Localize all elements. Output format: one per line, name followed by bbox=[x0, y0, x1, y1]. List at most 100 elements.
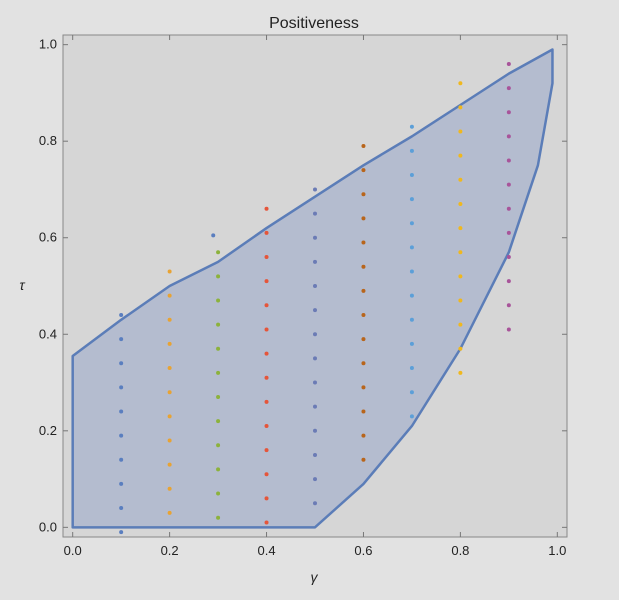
data-point bbox=[361, 168, 366, 173]
data-point bbox=[264, 327, 269, 332]
data-point bbox=[119, 530, 124, 535]
data-point bbox=[409, 172, 414, 177]
data-point bbox=[216, 491, 221, 496]
data-point bbox=[313, 452, 317, 457]
data-point bbox=[216, 467, 221, 472]
data-point bbox=[167, 317, 172, 322]
data-point bbox=[361, 144, 366, 149]
x-axis-label: γ bbox=[311, 569, 319, 585]
data-point bbox=[506, 134, 511, 139]
data-point bbox=[216, 298, 221, 303]
data-point bbox=[119, 433, 124, 438]
data-point bbox=[506, 327, 511, 332]
data-point bbox=[264, 496, 269, 501]
data-point bbox=[458, 250, 463, 255]
plot-frame bbox=[62, 34, 568, 538]
data-point bbox=[409, 245, 414, 250]
data-point bbox=[458, 226, 463, 231]
y-tick-label: 0.8 bbox=[39, 133, 57, 148]
data-point bbox=[167, 438, 172, 443]
data-point bbox=[313, 404, 317, 409]
data-point bbox=[506, 86, 511, 91]
data-point bbox=[119, 409, 124, 414]
data-point bbox=[409, 269, 414, 274]
data-point bbox=[119, 506, 124, 511]
data-point bbox=[506, 206, 511, 211]
data-point bbox=[506, 303, 511, 308]
data-point bbox=[216, 274, 221, 279]
data-point bbox=[313, 284, 317, 288]
data-point bbox=[167, 366, 172, 371]
y-tick-label: 0.6 bbox=[39, 230, 57, 245]
data-point bbox=[409, 390, 414, 395]
data-point bbox=[506, 279, 511, 284]
y-tick-label: 0.2 bbox=[39, 423, 57, 438]
data-point bbox=[458, 274, 463, 279]
data-point bbox=[167, 293, 172, 298]
data-point bbox=[264, 520, 269, 525]
data-point bbox=[119, 481, 124, 486]
data-point bbox=[506, 230, 511, 235]
data-point bbox=[458, 153, 463, 158]
data-point bbox=[506, 255, 511, 260]
data-point bbox=[361, 409, 366, 414]
frame-rect bbox=[62, 34, 568, 538]
data-point bbox=[409, 124, 414, 129]
data-point bbox=[458, 105, 463, 110]
data-point bbox=[409, 148, 414, 153]
data-point bbox=[506, 110, 511, 115]
data-point bbox=[409, 293, 414, 298]
data-point bbox=[167, 414, 172, 419]
data-point bbox=[264, 375, 269, 380]
data-point bbox=[361, 385, 366, 390]
x-axis: 0.0 0.2 0.4 0.6 0.8 1.0 bbox=[64, 35, 566, 558]
data-point bbox=[216, 250, 221, 255]
data-point bbox=[361, 337, 366, 342]
data-point bbox=[458, 298, 463, 303]
data-point bbox=[313, 477, 317, 482]
data-point bbox=[264, 423, 269, 428]
data-point bbox=[264, 255, 269, 260]
data-point bbox=[458, 322, 463, 327]
data-point bbox=[264, 448, 269, 453]
extra-point bbox=[211, 233, 216, 238]
data-point bbox=[264, 303, 269, 308]
data-point bbox=[264, 279, 269, 284]
data-point bbox=[313, 428, 317, 433]
data-point bbox=[458, 346, 463, 351]
data-point bbox=[264, 206, 269, 211]
data-point bbox=[216, 395, 221, 400]
points-layer bbox=[119, 61, 511, 535]
data-point bbox=[458, 177, 463, 182]
data-point bbox=[167, 390, 172, 395]
data-point bbox=[361, 457, 366, 462]
y-tick-label: 0.0 bbox=[39, 519, 57, 534]
data-point bbox=[409, 366, 414, 371]
data-point bbox=[409, 197, 414, 202]
data-point bbox=[216, 346, 221, 351]
data-point bbox=[264, 230, 269, 235]
data-point bbox=[506, 61, 511, 66]
data-point bbox=[167, 462, 172, 467]
data-point bbox=[167, 486, 172, 491]
data-point bbox=[119, 337, 124, 342]
data-point bbox=[216, 419, 221, 424]
data-point bbox=[409, 414, 414, 419]
feasible-region bbox=[71, 48, 554, 529]
data-point bbox=[361, 312, 366, 317]
data-point bbox=[313, 187, 317, 192]
data-point bbox=[409, 317, 414, 322]
chart-title: Positiveness bbox=[269, 15, 359, 32]
x-tick-label: 0.6 bbox=[354, 543, 372, 558]
data-point bbox=[361, 433, 366, 438]
data-point bbox=[119, 312, 124, 317]
data-point bbox=[506, 182, 511, 187]
data-point bbox=[167, 269, 172, 274]
data-point bbox=[167, 510, 172, 515]
data-point bbox=[313, 308, 317, 313]
data-point bbox=[119, 457, 124, 462]
y-axis-label: τ bbox=[19, 277, 25, 293]
data-point bbox=[264, 472, 269, 477]
